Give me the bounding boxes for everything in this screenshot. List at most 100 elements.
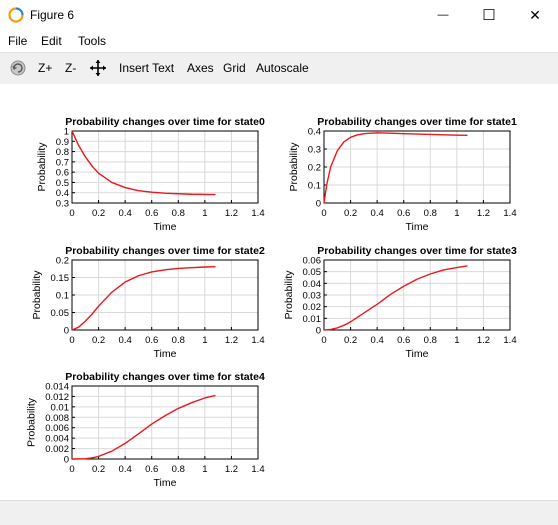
axes-frame [323,130,511,204]
autoscale-button[interactable]: Autoscale [256,61,309,75]
y-tick-label: 0.5 [56,178,69,189]
axes-button[interactable]: Axes [187,61,214,75]
x-tick-label: 0.6 [397,335,410,346]
y-tick-label: 0.3 [56,199,69,210]
y-tick-label: 0.006 [45,423,69,434]
y-tick-label: 0.01 [303,314,322,325]
x-tick-label: 0.8 [172,335,185,346]
x-tick-label: 0.4 [371,335,384,346]
subplot-state4[interactable]: 0 0.2 0.4 0.6 0.8 1 1.2 1.4 00.0020.0040.0060.00… [26,371,265,489]
window-title: Figure 6 [30,8,75,22]
octave-app-icon [8,7,24,23]
y-tick-label: 0.2 [308,163,321,174]
subplot-state3[interactable]: 0 0.2 0.4 0.6 0.8 1 1.2 1.400.010.020.030.040.0… [283,245,517,360]
subplot-state0[interactable]: 0 0.2 0.4 0.6 0.8 1 1.2 1.40.30.40.50.60.70.80.… [36,116,265,233]
y-tick-label: 0.04 [303,279,322,290]
maximize-icon: ☐ [482,7,496,24]
menu-tools[interactable]: Tools [78,34,107,48]
x-axis-label: Time [406,348,429,360]
insert-text-button[interactable]: Insert Text [119,61,175,75]
y-tick-label: 0.7 [56,157,69,168]
x-tick-label: 0.2 [344,208,357,219]
grid-button[interactable]: Grid [223,61,246,75]
y-axis-label: Probability [26,397,38,447]
y-axis-label: Probability [288,142,300,192]
y-tick-label: 0 [316,326,321,337]
x-tick-label: 0.8 [424,335,437,346]
rotate-icon[interactable] [9,59,27,77]
y-tick-label: 0.8 [56,147,69,158]
x-tick-label: 0 [321,208,326,219]
x-tick-label: 0.6 [397,208,410,219]
x-tick-label: 1 [454,335,459,346]
y-tick-label: 0.06 [303,256,322,267]
y-tick-label: 0.2 [56,256,69,267]
axes-frame [71,130,259,204]
zoom-in-button[interactable]: Z+ [38,61,53,75]
close-icon: ✕ [529,6,541,23]
x-axis-label: Time [154,221,177,233]
x-tick-label: 1.4 [503,335,516,346]
subplot-title: Probability changes over time for state0 [65,116,265,128]
menu-edit[interactable]: Edit [41,34,62,48]
series-line-state1 [323,132,468,204]
x-tick-label: 0.4 [371,208,384,219]
x-tick-label: 0 [69,464,74,475]
y-tick-label: 0.15 [51,273,70,284]
x-tick-label: 1 [454,208,459,219]
y-tick-label: 0.03 [303,291,322,302]
axes-frame [71,385,259,460]
subplot-title: Probability changes over time for state3 [317,245,517,257]
x-tick-label: 0.2 [344,335,357,346]
x-tick-label: 0.6 [145,208,158,219]
x-tick-label: 0.2 [92,208,105,219]
pan-icon[interactable] [89,59,107,77]
y-tick-label: 0.4 [56,188,69,199]
subplot-title: Probability changes over time for state1 [317,116,517,128]
close-button[interactable]: ✕ [512,0,558,30]
window-title-bar[interactable]: Figure 6 — ☐ ✕ [0,0,558,30]
x-tick-label: 1.4 [251,464,264,475]
figure-canvas[interactable]: 0 0.2 0.4 0.6 0.8 1 1.2 1.4 0.3 0.4 0.5 0.6 0.7 0.8 0.… [0,84,558,500]
plot-area [72,131,258,203]
y-axis-label: Probability [31,270,43,320]
figure-plots: 0 0.2 0.4 0.6 0.8 1 1.2 1.40.30.40.50.60.70.80.… [26,116,517,489]
y-tick-label: 0.1 [56,291,69,302]
subplot-state2[interactable]: 0 0.2 0.4 0.6 0.8 1 1.2 1.400.050.10.150.2Proba… [31,245,265,360]
x-tick-label: 0.4 [119,335,132,346]
y-tick-label: 0.3 [308,145,321,156]
y-tick-label: 0.4 [308,127,321,138]
zoom-out-button[interactable]: Z- [65,61,77,75]
x-tick-label: 1.2 [225,464,238,475]
x-tick-label: 0 [69,208,74,219]
status-bar [0,500,558,525]
menu-bar [0,30,558,52]
axes-frame [71,259,259,331]
y-tick-label: 0.004 [45,434,69,445]
minimize-button[interactable]: — [420,0,466,30]
y-axis-label: Probability [283,270,295,320]
y-tick-label: 0.01 [51,402,70,413]
y-tick-label: 0.014 [45,382,69,393]
x-tick-label: 1.4 [251,208,264,219]
y-tick-label: 1 [64,127,69,138]
y-tick-label: 0.02 [303,302,322,313]
x-axis-label: Time [406,221,429,233]
x-tick-label: 0.2 [92,335,105,346]
x-tick-label: 0.6 [145,335,158,346]
menu-file[interactable]: File [8,34,28,48]
x-tick-label: 1 [202,335,207,346]
y-tick-label: 0 [64,326,69,337]
x-tick-label: 1 [202,464,207,475]
x-tick-label: 0.4 [119,464,132,475]
x-tick-label: 1.2 [477,335,490,346]
x-axis-label: Time [154,348,177,360]
x-tick-label: 0.6 [145,464,158,475]
maximize-button[interactable]: ☐ [466,0,512,30]
y-tick-label: 0.6 [56,168,69,179]
x-tick-label: 1.2 [477,208,490,219]
y-axis-label: Probability [36,142,48,192]
x-tick-label: 0 [321,335,326,346]
x-axis-label: Time [154,477,177,489]
subplot-state1[interactable]: 0 0.2 0.4 0.6 0.8 1 1.2 1.400.10.20.30.4Probabi… [288,116,517,233]
